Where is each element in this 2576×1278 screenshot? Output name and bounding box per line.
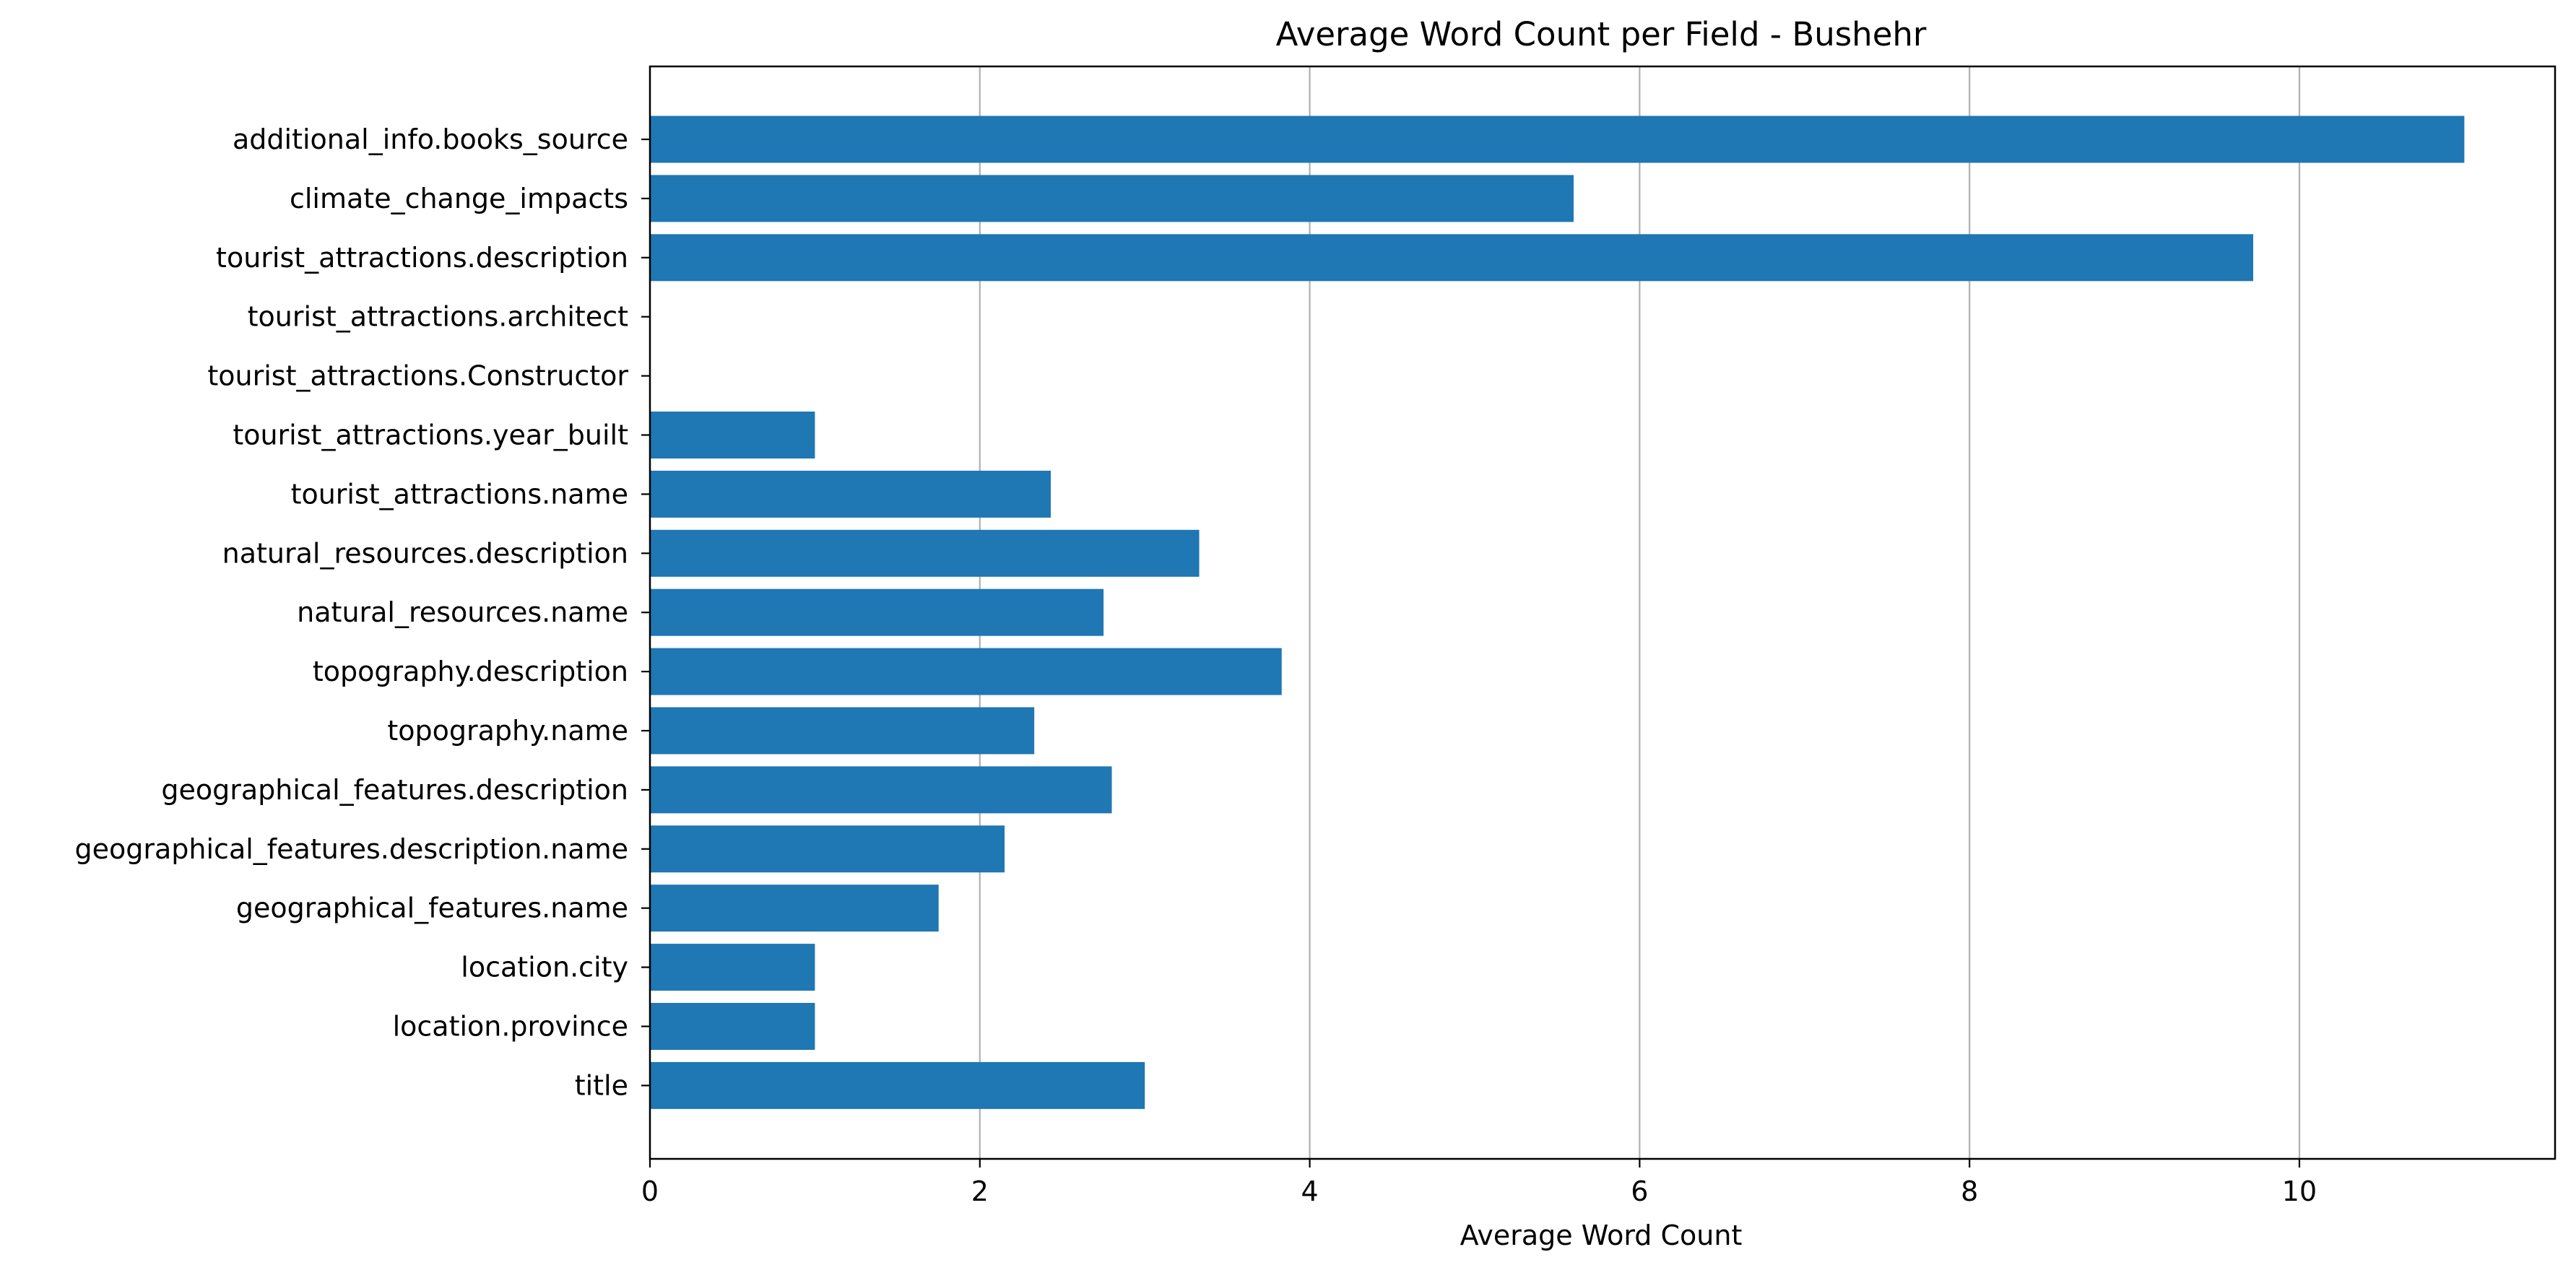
bar-geographical-features-description-name — [650, 825, 1005, 873]
y-tick-label-topography-name: topography.name — [387, 715, 628, 747]
y-tick-label-additional-info-books-source: additional_info.books_source — [233, 123, 628, 155]
x-tick-label-10: 10 — [2282, 1175, 2317, 1207]
y-tick-label-location-city: location.city — [461, 952, 628, 983]
bar-tourist-attractions-year-built — [650, 412, 815, 458]
x-tick-label-6: 6 — [1631, 1175, 1648, 1207]
y-tick-label-topography-description: topography.description — [313, 656, 628, 687]
bar-additional-info-books-source — [650, 116, 2465, 163]
bar-geographical-features-description — [650, 766, 1112, 814]
y-tick-label-tourist-attractions-constructor: tourist_attractions.Constructor — [207, 360, 628, 392]
chart-title: Average Word Count per Field - Bushehr — [1276, 15, 1927, 53]
y-tick-label-tourist-attractions-name: tourist_attractions.name — [291, 478, 628, 510]
bar-natural-resources-name — [650, 588, 1104, 636]
bar-topography-name — [650, 707, 1035, 755]
bar-tourist-attractions-description — [650, 234, 2254, 282]
bar-title — [650, 1061, 1145, 1109]
x-axis-label: Average Word Count — [1460, 1220, 1743, 1251]
x-axis-ticks: 0 2 4 6 8 10 — [641, 1159, 2317, 1207]
bar-geographical-features-name — [650, 884, 939, 932]
y-tick-label-title: title — [575, 1069, 628, 1101]
y-axis-ticks: additional_info.books_source climate_chan… — [75, 123, 650, 1101]
bar-location-city — [650, 944, 815, 991]
x-tick-label-2: 2 — [971, 1175, 989, 1207]
bar-topography-description — [650, 648, 1282, 695]
y-tick-label-geographical-features-name: geographical_features.name — [236, 892, 628, 924]
y-tick-label-natural-resources-description: natural_resources.description — [222, 537, 628, 569]
x-tick-label-0: 0 — [641, 1175, 659, 1207]
y-tick-label-climate-change-impacts: climate_change_impacts — [290, 183, 628, 214]
bar-location-province — [650, 1003, 815, 1050]
bar-natural-resources-description — [650, 529, 1200, 577]
y-tick-label-tourist-attractions-description: tourist_attractions.description — [216, 242, 628, 274]
x-tick-label-8: 8 — [1961, 1175, 1978, 1207]
bars — [650, 116, 2465, 1109]
y-tick-label-geographical-features-description-name: geographical_features.description.name — [75, 833, 628, 865]
y-tick-label-natural-resources-name: natural_resources.name — [297, 596, 628, 628]
bar-climate-change-impacts — [650, 175, 1574, 222]
x-tick-label-4: 4 — [1301, 1175, 1318, 1207]
bar-tourist-attractions-name — [650, 470, 1051, 518]
y-tick-label-tourist-attractions-architect: tourist_attractions.architect — [248, 301, 628, 333]
y-tick-label-tourist-attractions-year-built: tourist_attractions.year_built — [233, 420, 628, 451]
y-tick-label-geographical-features-description: geographical_features.description — [161, 774, 628, 806]
y-tick-label-location-province: location.province — [393, 1011, 628, 1043]
